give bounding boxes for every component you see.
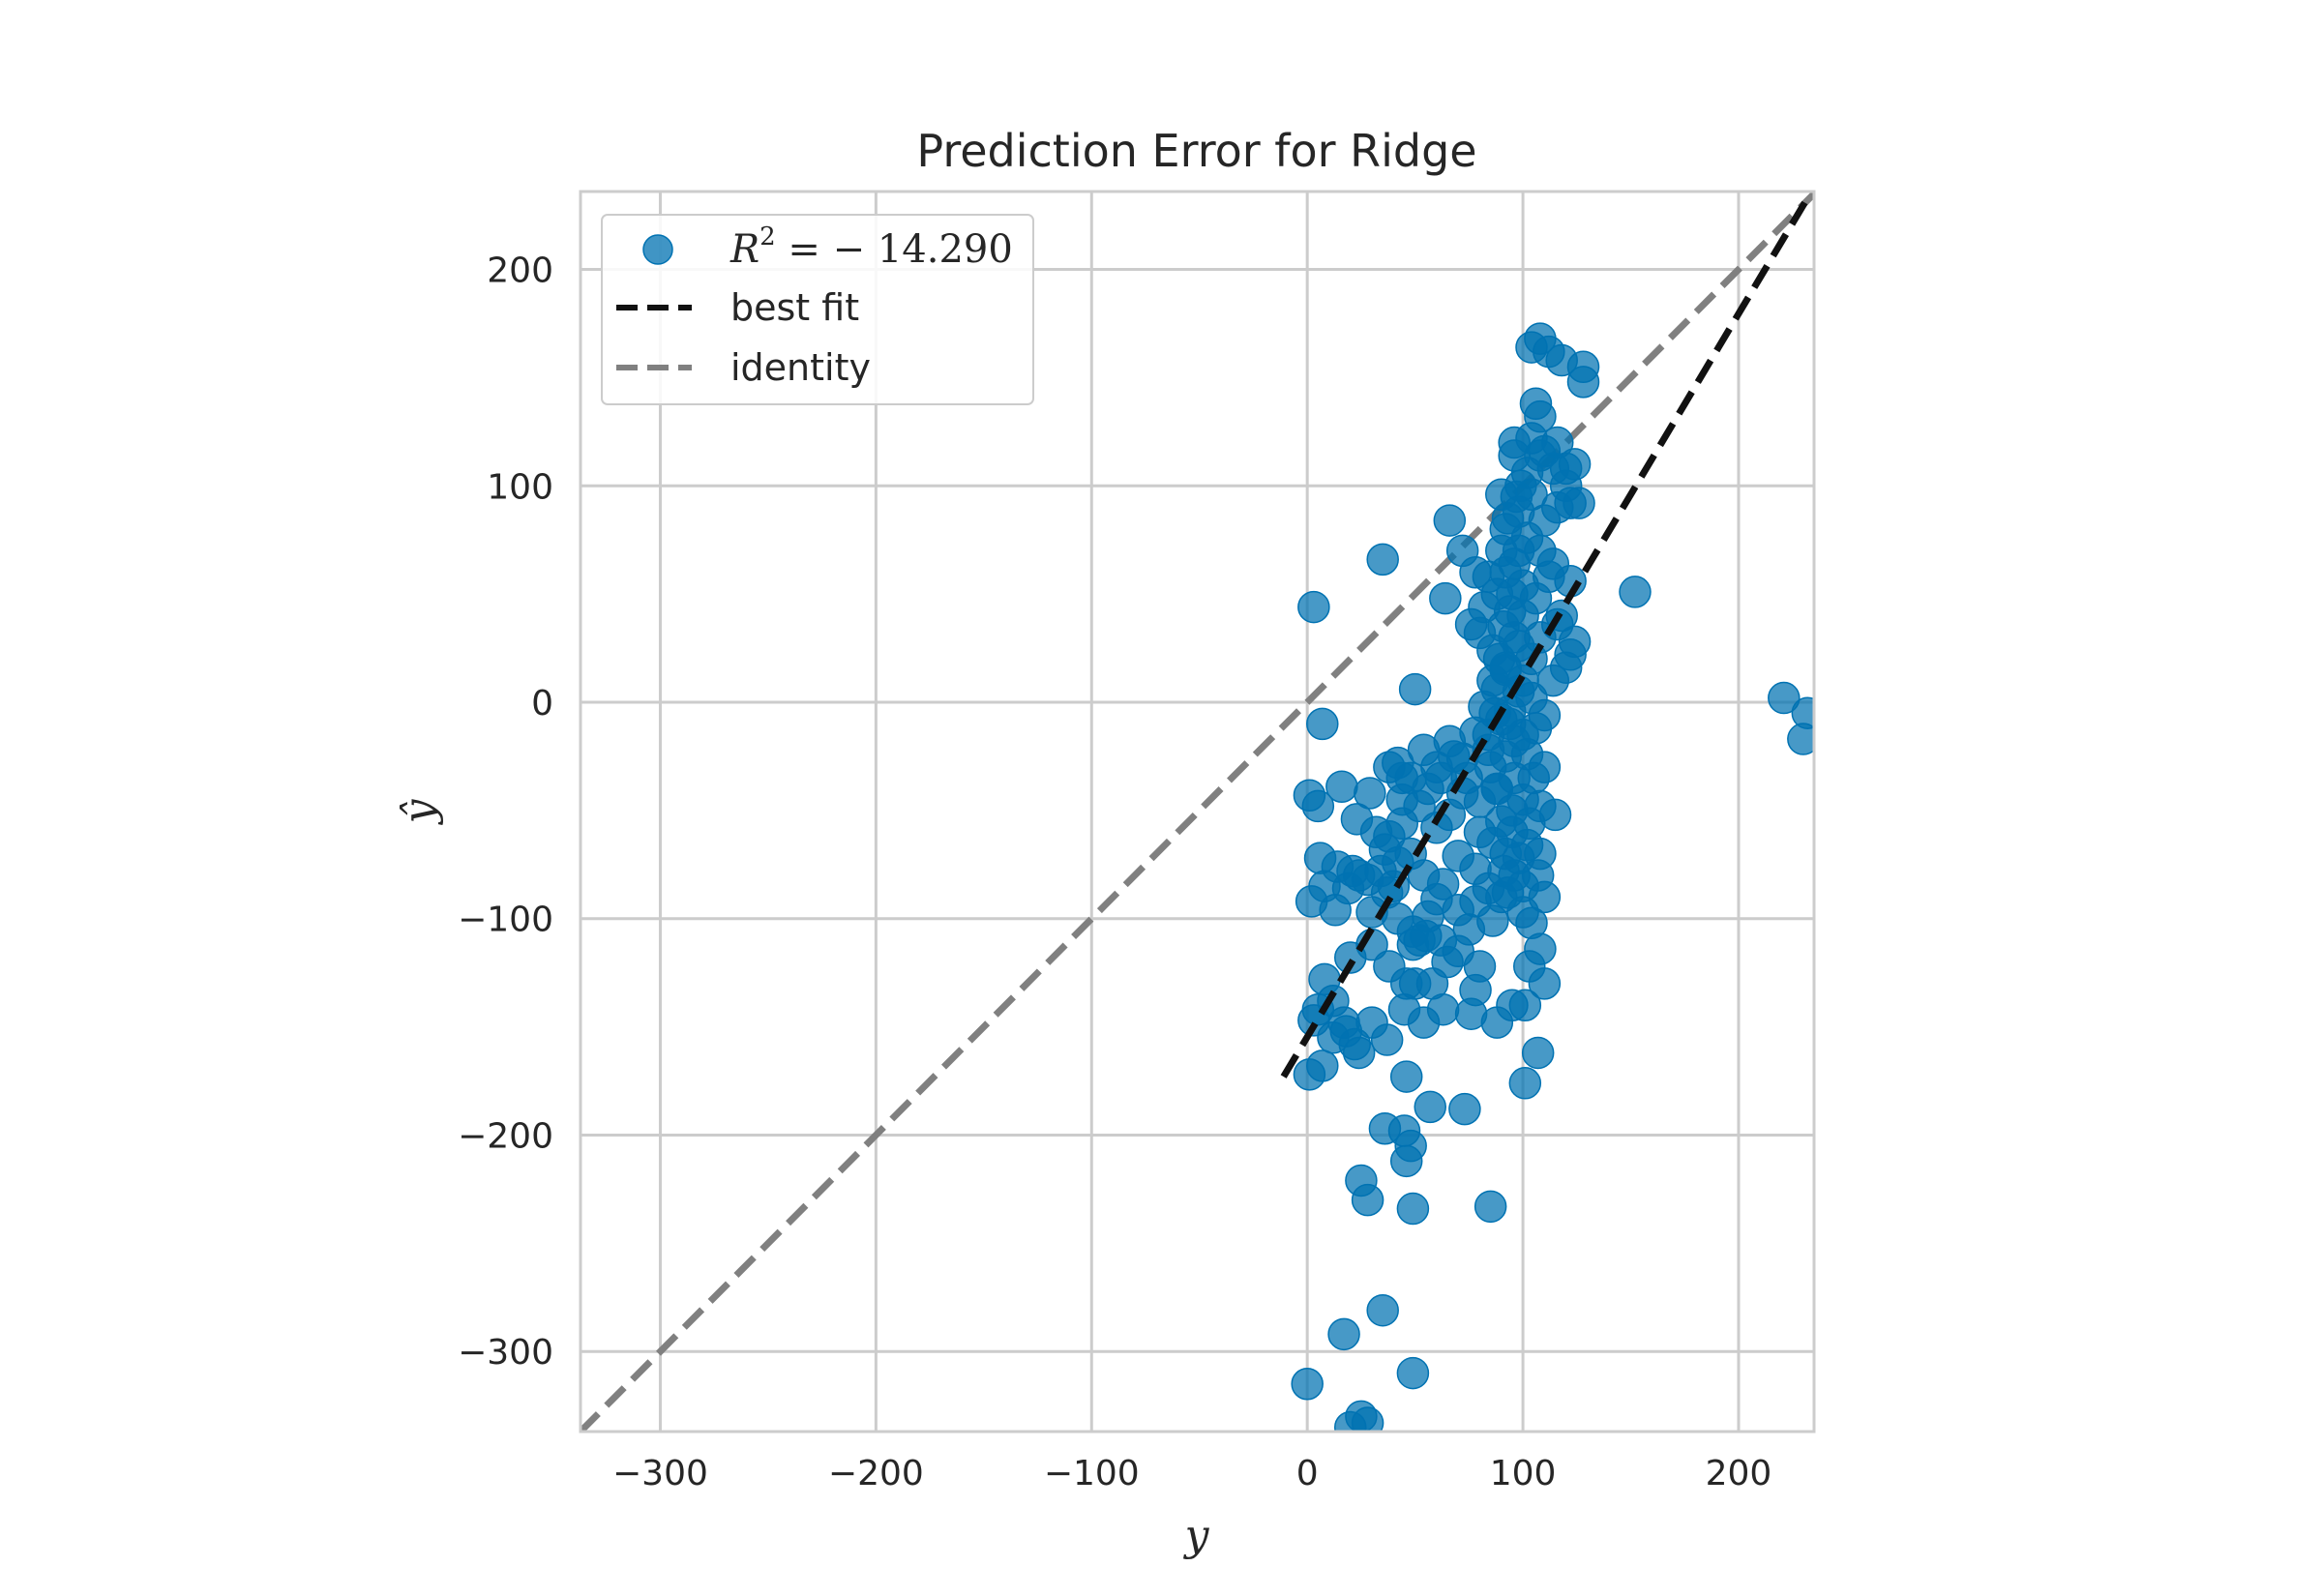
scatter-point <box>1396 1356 1430 1390</box>
legend-r-symbol: R <box>729 227 759 272</box>
x-tick-label: 0 <box>1296 1454 1319 1493</box>
scatter-point <box>1297 590 1330 624</box>
scatter-point <box>1619 576 1652 608</box>
scatter-point <box>1791 696 1814 729</box>
scatter-point <box>1524 399 1557 433</box>
scatter-point <box>1327 1317 1360 1351</box>
scatter-point <box>1528 698 1562 732</box>
legend-label-r2: R2 = − 14.290 <box>729 222 1013 272</box>
scatter-point <box>1498 426 1531 459</box>
scatter-point <box>1521 1036 1555 1070</box>
scatter-point <box>1325 770 1358 804</box>
legend-box <box>601 214 1034 405</box>
scatter-point <box>1463 815 1497 849</box>
legend-r-value: = − 14.290 <box>776 227 1013 272</box>
y-tick-label: 200 <box>487 251 553 291</box>
identity-line <box>580 192 1814 1432</box>
y-tick-label: −200 <box>458 1116 553 1156</box>
scatter-point <box>1508 989 1542 1021</box>
legend-r-superscript: 2 <box>759 222 776 251</box>
scatter-point <box>1415 967 1449 1000</box>
x-tick-label: −100 <box>1044 1454 1140 1493</box>
best-fit-line <box>1280 195 1811 1079</box>
y-tick-label: 0 <box>531 684 553 724</box>
scatter-point <box>1306 707 1339 741</box>
x-tick-label: −200 <box>828 1454 924 1493</box>
scatter-point <box>1517 761 1550 795</box>
scatter-point <box>1549 452 1583 486</box>
identity-line-layer <box>580 192 1814 1432</box>
scatter-point <box>1396 1192 1430 1226</box>
scatter-point <box>1474 1190 1507 1224</box>
scatter-point <box>1476 664 1509 697</box>
legend: R2 = − 14.290 best fit identity <box>601 214 1034 405</box>
x-tick-label: −300 <box>612 1454 708 1493</box>
scatter-point <box>1370 1023 1404 1056</box>
scatter-point <box>1351 1406 1384 1432</box>
y-axis-label: ŷ <box>395 798 444 825</box>
scatter-point <box>1389 1060 1423 1093</box>
scatter-point <box>1508 1067 1542 1100</box>
plot-frame <box>579 190 1816 1433</box>
best-fit-line-layer <box>1280 195 1811 1079</box>
scatter-point <box>1768 681 1801 715</box>
scatter-point <box>1389 1144 1423 1178</box>
y-tick-label: −300 <box>458 1333 553 1373</box>
scatter-point <box>1426 868 1460 901</box>
scatter-point <box>1504 469 1537 503</box>
scatter-point <box>1433 504 1467 537</box>
scatter-point <box>1354 777 1386 810</box>
scatter-point <box>1502 534 1535 568</box>
scatter-point <box>1342 1036 1376 1070</box>
scatter-point <box>1351 1183 1384 1217</box>
x-tick-labels: −300 −200 −100 0 100 200 <box>612 1454 1771 1493</box>
chart-title: Prediction Error for Ridge <box>916 125 1476 177</box>
x-axis-label: y <box>1183 1511 1210 1560</box>
y-tick-labels: −300 −200 −100 0 100 200 <box>458 251 553 1374</box>
scatter-points <box>1291 322 1814 1432</box>
x-tick-label: 200 <box>1706 1454 1772 1493</box>
scatter-point <box>1403 924 1436 957</box>
scatter-point <box>1306 1049 1339 1082</box>
scatter-point <box>1566 366 1600 399</box>
scatter-point <box>1366 543 1399 576</box>
scatter-point <box>1308 962 1341 996</box>
scatter-point <box>1448 1092 1481 1126</box>
scatter-point <box>1301 789 1335 823</box>
scatter-point <box>1429 581 1462 615</box>
scatter-point <box>1515 906 1548 939</box>
legend-label-identity: identity <box>730 346 871 389</box>
scatter-point <box>1445 534 1479 568</box>
y-tick-label: 100 <box>487 467 553 507</box>
scatter-point <box>1366 1293 1399 1327</box>
legend-label-best-fit: best fit <box>730 286 859 329</box>
y-tick-label: −100 <box>458 901 553 940</box>
scatter-point <box>1506 870 1539 902</box>
legend-marker-scatter <box>642 234 673 265</box>
scatter-point <box>1398 672 1432 706</box>
scatter-point <box>1487 609 1520 643</box>
scatter-point <box>1414 1090 1446 1124</box>
scatter-point <box>1538 798 1572 832</box>
x-tick-label: 100 <box>1490 1454 1557 1493</box>
scatter-point <box>1291 1368 1324 1401</box>
